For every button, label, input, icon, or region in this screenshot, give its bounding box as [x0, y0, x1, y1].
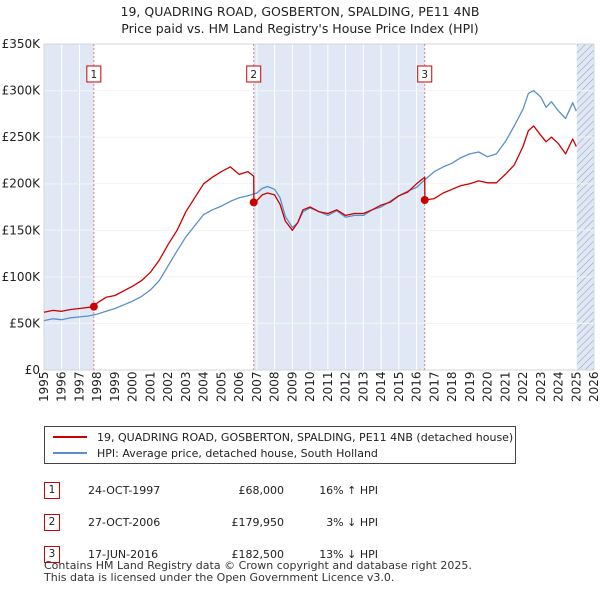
x-tick-label: 2004	[197, 371, 211, 402]
x-tick-label: 2001	[143, 371, 157, 402]
x-tick-label: 2024	[552, 371, 566, 402]
sale-marker-label: 2	[250, 69, 257, 81]
legend-label-property: 19, QUADRING ROAD, GOSBERTON, SPALDING, …	[97, 430, 514, 444]
x-tick-label: 2005	[214, 371, 228, 402]
legend-item-property: 19, QUADRING ROAD, GOSBERTON, SPALDING, …	[53, 429, 513, 445]
x-tick-label: 2000	[126, 371, 140, 402]
legend-label-hpi: HPI: Average price, detached house, Sout…	[97, 446, 378, 460]
legend-swatch-property	[53, 436, 87, 438]
y-tick-label: £150K	[2, 223, 42, 237]
x-tick-label: 2023	[534, 371, 548, 402]
x-tick-label: 2002	[161, 371, 175, 402]
shaded-range	[44, 44, 94, 370]
sale-date: 27-OCT-2006	[88, 515, 161, 529]
x-tick-label: 1996	[55, 371, 69, 402]
sale-hpi-diff: 16% ↑ HPI	[319, 483, 378, 497]
footer: Contains HM Land Registry data © Crown c…	[44, 560, 472, 584]
sale-price: £182,500	[231, 547, 285, 561]
sale-hpi-diff: 13% ↓ HPI	[319, 547, 378, 561]
hpi-series-line	[43, 89, 577, 322]
sale-price: £179,950	[231, 515, 285, 529]
legend-swatch-hpi	[53, 452, 87, 454]
x-tick-label: 2007	[250, 371, 264, 402]
x-tick-label: 2021	[498, 371, 512, 402]
y-tick-label: £350K	[2, 37, 42, 51]
future-hatch	[576, 44, 594, 370]
property-series-line	[43, 125, 577, 313]
transactions-table: 1 24-OCT-1997 £68,000 16% ↑ HPI 2 27-OCT…	[40, 474, 378, 570]
sale-point	[420, 196, 429, 205]
x-tick-label: 2022	[516, 371, 530, 402]
chart-title: 19, QUADRING ROAD, GOSBERTON, SPALDING, …	[120, 4, 480, 19]
y-tick-label: £0	[25, 363, 40, 377]
y-tick-label: £200K	[2, 177, 42, 191]
x-tick-label: 2003	[179, 371, 193, 402]
footer-copyright: Contains HM Land Registry data © Crown c…	[44, 559, 472, 572]
x-tick-label: 2018	[445, 371, 459, 402]
sale-marker-box	[417, 65, 433, 83]
x-tick-label: 2013	[356, 371, 370, 402]
table-row: 3 17-JUN-2016 £182,500 13% ↓ HPI	[40, 538, 378, 570]
x-tick-label: 2012	[339, 371, 353, 402]
legend: 19, QUADRING ROAD, GOSBERTON, SPALDING, …	[44, 426, 516, 464]
sale-marker-label: 3	[421, 69, 428, 81]
y-tick-label: £50K	[9, 316, 41, 330]
x-tick-label: 2025	[569, 371, 583, 402]
y-tick-label: £100K	[2, 270, 42, 284]
x-tick-label: 1997	[72, 371, 86, 402]
x-tick-label: 1995	[37, 371, 51, 402]
x-tick-label: 2006	[232, 371, 246, 402]
x-tick-label: 2009	[285, 371, 299, 402]
sale-number: 2	[44, 513, 60, 531]
x-tick-label: 1998	[90, 371, 104, 402]
x-tick-label: 2015	[392, 371, 406, 402]
sale-point	[89, 302, 98, 311]
chart-subtitle: Price paid vs. HM Land Registry's House …	[121, 21, 479, 36]
x-tick-label: 2019	[463, 371, 477, 402]
sale-date: 17-JUN-2016	[88, 547, 159, 561]
table-row: 2 27-OCT-2006 £179,950 3% ↓ HPI	[40, 506, 378, 538]
table-row: 1 24-OCT-1997 £68,000 16% ↑ HPI	[40, 474, 378, 506]
sale-date: 24-OCT-1997	[88, 483, 161, 497]
y-tick-label: £250K	[2, 130, 42, 144]
footer-licence: This data is licensed under the Open Gov…	[44, 571, 395, 584]
sale-marker-box	[86, 65, 102, 83]
sale-marker-label: 1	[91, 69, 98, 81]
x-tick-label: 2011	[321, 371, 335, 402]
x-tick-label: 2008	[268, 371, 282, 402]
sale-hpi-diff: 3% ↓ HPI	[326, 515, 378, 529]
x-tick-label: 2016	[410, 371, 424, 402]
sale-number: 1	[44, 481, 60, 499]
x-tick-label: 1999	[108, 371, 122, 402]
sale-point	[249, 198, 258, 207]
sale-number: 3	[44, 545, 60, 563]
x-tick-label: 2026	[587, 371, 600, 402]
y-tick-label: £300K	[2, 84, 42, 98]
price-chart: £0 £50K £100K £150K £200K £250K £300K £350K 1995…	[2, 37, 600, 402]
plot-border	[43, 43, 595, 371]
sale-price: £68,000	[238, 483, 285, 497]
x-tick-label: 2014	[374, 371, 388, 402]
sale-marker-box	[246, 65, 262, 83]
x-tick-label: 2010	[303, 371, 317, 402]
x-tick-label: 2020	[481, 371, 495, 402]
x-tick-label: 2017	[427, 371, 441, 402]
legend-item-hpi: HPI: Average price, detached house, Sout…	[53, 445, 378, 461]
